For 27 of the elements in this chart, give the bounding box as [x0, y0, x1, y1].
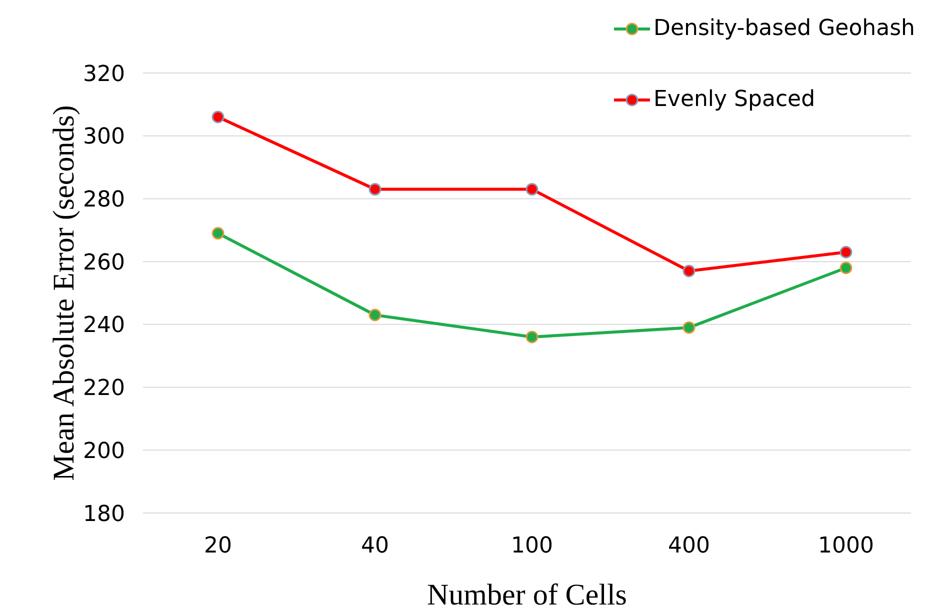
- x-tick-label: 100: [511, 534, 553, 559]
- x-axis-title: Number of Cells: [427, 578, 627, 612]
- y-tick-label: 320: [83, 62, 125, 87]
- y-tick-label: 240: [83, 313, 125, 338]
- legend-label: Density-based Geohash: [654, 16, 915, 41]
- point: [682, 264, 696, 278]
- point: [212, 227, 224, 240]
- y-axis-title: Mean Absolute Error (seconds): [48, 105, 81, 481]
- y-tick-label: 200: [83, 438, 125, 464]
- x-tick-label: 1000: [818, 534, 874, 559]
- point: [526, 330, 538, 344]
- point: [368, 308, 382, 322]
- legend-label: Evenly Spaced: [654, 87, 816, 112]
- point: [526, 183, 538, 196]
- point: [682, 321, 696, 334]
- y-tick-label: 260: [83, 250, 125, 276]
- x-tick-label: 400: [668, 534, 710, 559]
- y-tick-label: 180: [83, 502, 125, 527]
- point: [840, 246, 852, 258]
- y-tick-label: 300: [83, 124, 125, 150]
- point: [212, 110, 224, 124]
- x-tick-label: 20: [204, 534, 232, 559]
- point: [840, 262, 852, 274]
- point: [368, 183, 382, 196]
- y-tick-label: 280: [83, 188, 125, 213]
- x-tick-label: 40: [361, 534, 389, 559]
- y-tick-label: 220: [83, 376, 125, 402]
